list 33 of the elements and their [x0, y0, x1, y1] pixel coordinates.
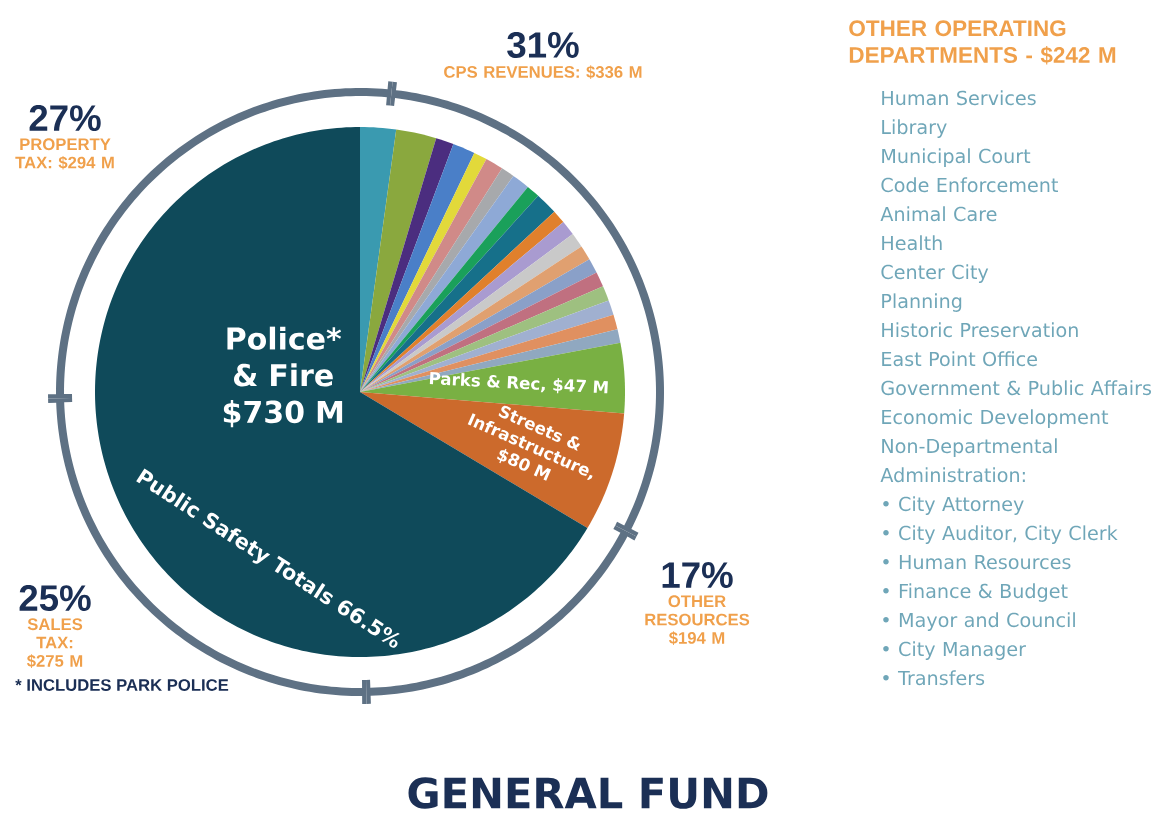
data-label: 17%: [662, 562, 733, 588]
data-label: 27%: [29, 105, 101, 131]
data-label: 25%: [19, 585, 91, 612]
slice-label: OTHER RESOURCES $194 M: [645, 595, 750, 645]
text: OTHER OPERATING DEPARTMENTS - $242 M: [849, 20, 1116, 65]
text: • City Attorney: [883, 496, 1024, 515]
text: Municipal Court: [882, 148, 1031, 167]
text: • City Manager: [883, 641, 1026, 660]
slice-label: PROPERTY TAX: $294 M: [15, 138, 114, 170]
text: • Mayor and Council: [883, 612, 1075, 631]
text: Planning: [882, 293, 962, 312]
slice-label: CPS REVENUES: $336 M: [444, 65, 642, 79]
data-label: 31%: [507, 31, 579, 59]
slice-label: Parks & Rec, $47 M: [429, 371, 608, 394]
text: GENERAL FUND: [408, 777, 768, 809]
text: Non-Departmental Administration:: [880, 438, 1057, 483]
text: Animal Care: [880, 206, 997, 222]
text: • City Auditor, City Clerk: [883, 525, 1118, 544]
text: • Finance & Budget: [883, 583, 1068, 602]
slice-label: SALES TAX: $275 M: [26, 618, 83, 668]
text: Government & Public Affairs: [881, 380, 1152, 396]
text: Library: [882, 119, 947, 138]
text: Code Enforcement: [881, 177, 1058, 193]
text: Human Services: [882, 90, 1036, 106]
text: • Human Resources: [883, 554, 1071, 570]
text: East Point Office: [882, 351, 1037, 367]
text: Economic Development: [882, 409, 1109, 428]
text: Historic Preservation: [882, 322, 1078, 338]
text: Health: [882, 235, 942, 251]
slice-label: Police* & Fire $730 M: [223, 326, 343, 428]
text: • Transfers: [883, 670, 985, 686]
text: * INCLUDES PARK POLICE: [15, 679, 229, 691]
text: Center City: [881, 264, 989, 283]
